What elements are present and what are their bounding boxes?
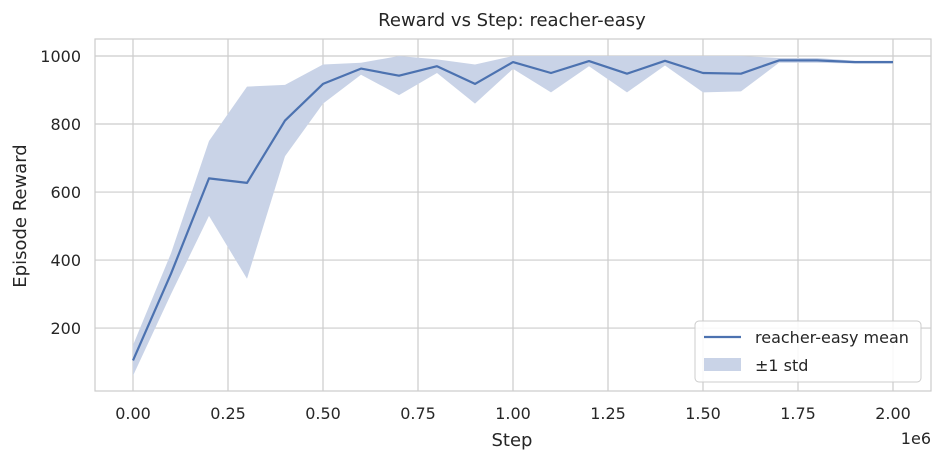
y-tick-labels: 200 400 600 800 1000 bbox=[40, 47, 81, 338]
x-offset-label: 1e6 bbox=[901, 429, 931, 448]
x-tick-labels: 0.00 0.25 0.50 0.75 1.00 1.25 1.50 1.75 2.00 bbox=[115, 404, 911, 423]
legend-band-swatch bbox=[704, 358, 741, 371]
x-tick-label: 0.50 bbox=[305, 404, 341, 423]
x-tick-label: 1.75 bbox=[780, 404, 816, 423]
legend-label-std: ±1 std bbox=[755, 356, 808, 375]
y-tick-label: 400 bbox=[50, 251, 81, 270]
y-axis-label: Episode Reward bbox=[10, 144, 31, 287]
y-tick-label: 1000 bbox=[40, 47, 81, 66]
plot-frame bbox=[94, 38, 932, 392]
x-axis-label: Step bbox=[492, 430, 533, 451]
x-tick-label: 1.25 bbox=[590, 404, 626, 423]
chart-title: Reward vs Step: reacher-easy bbox=[378, 10, 646, 31]
legend-box bbox=[694, 320, 922, 383]
x-tick-label: 0.25 bbox=[210, 404, 246, 423]
mean-line bbox=[131, 59, 893, 361]
legend-label-mean: reacher-easy mean bbox=[755, 328, 909, 347]
x-tick-label: 0.75 bbox=[400, 404, 436, 423]
y-tick-label: 800 bbox=[50, 115, 81, 134]
y-tick-label: 200 bbox=[50, 319, 81, 338]
x-tick-label: 1.50 bbox=[685, 404, 721, 423]
legend: reacher-easy mean ±1 std bbox=[694, 320, 922, 383]
x-tick-label: 1.00 bbox=[495, 404, 531, 423]
x-tick-label: 0.00 bbox=[115, 404, 151, 423]
y-tick-label: 600 bbox=[50, 183, 81, 202]
x-tick-label: 2.00 bbox=[875, 404, 911, 423]
